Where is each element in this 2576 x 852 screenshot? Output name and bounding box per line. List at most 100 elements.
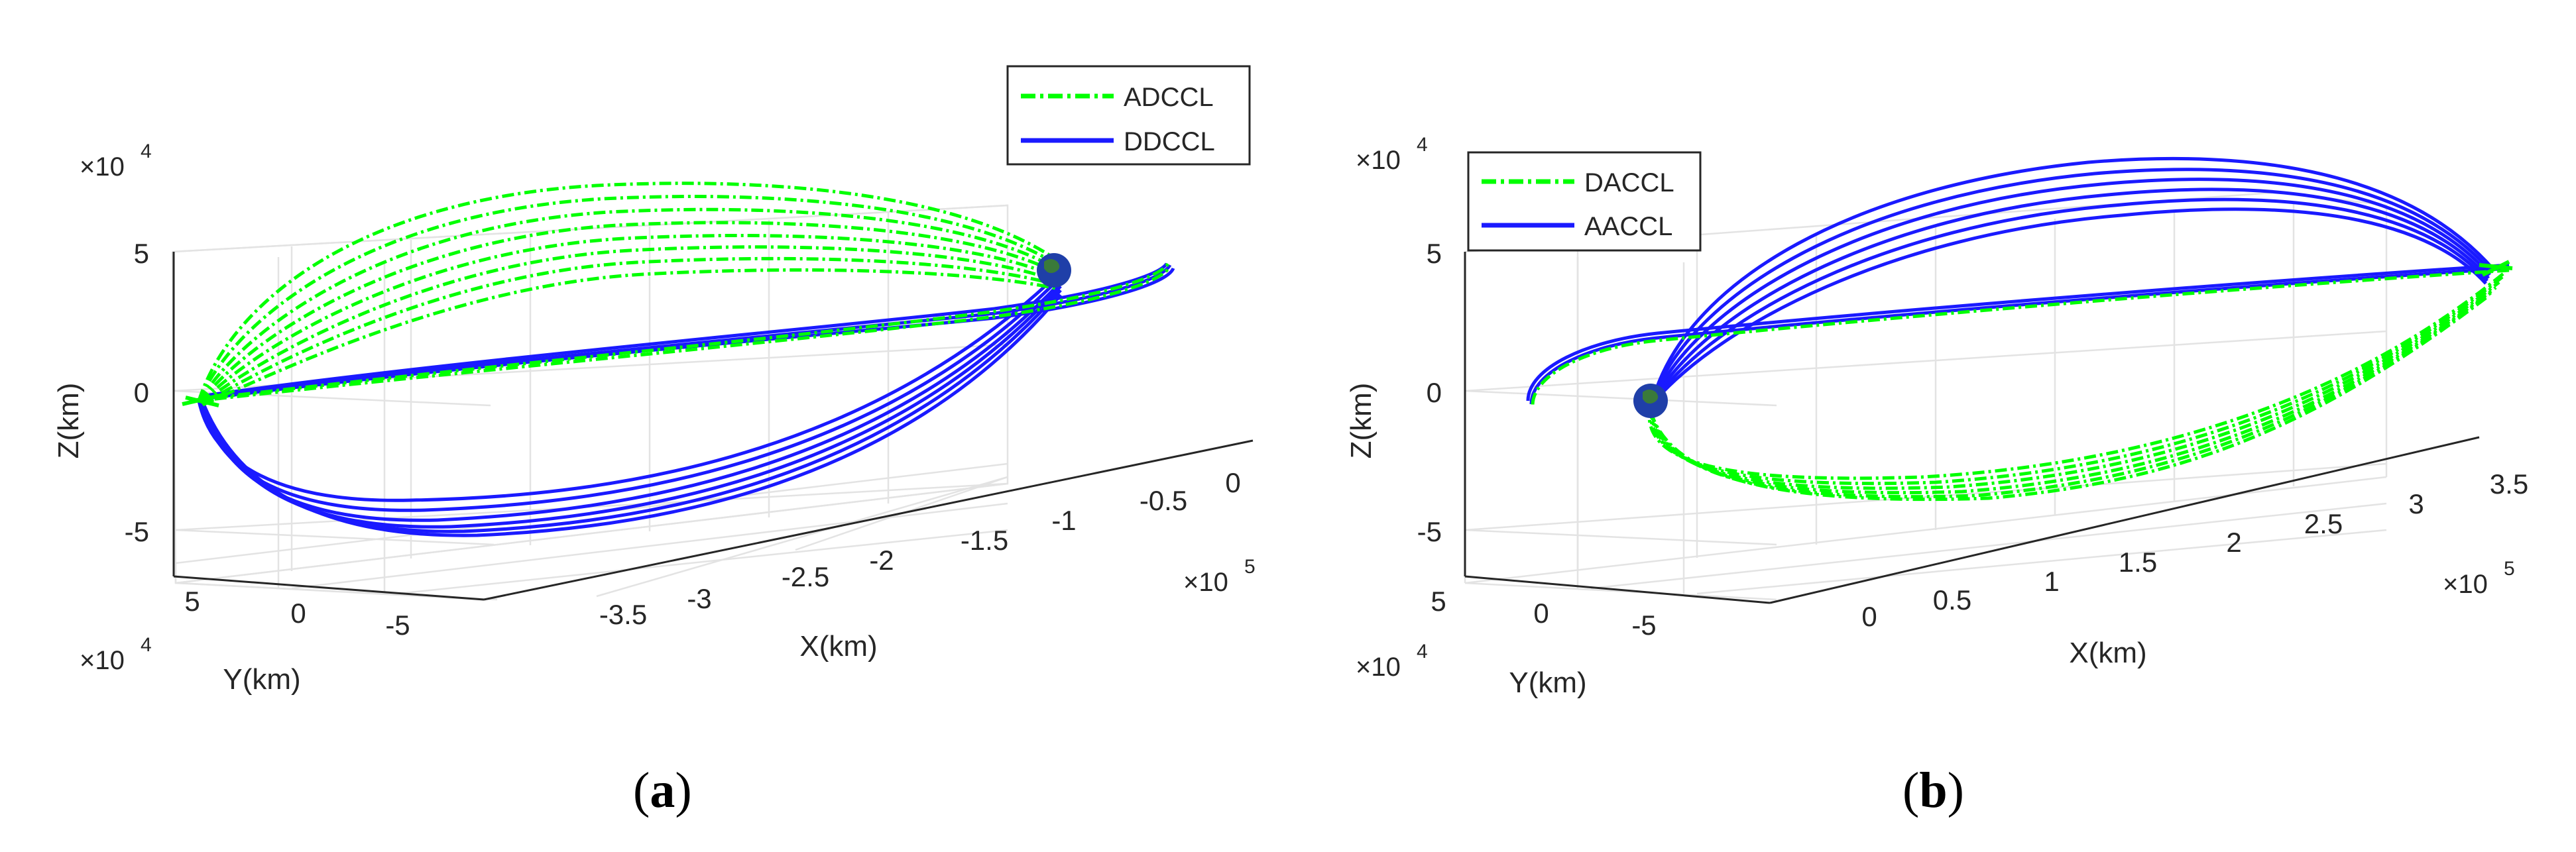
x-tick-label: 3.5 xyxy=(2490,468,2528,500)
daccl-loop-curve xyxy=(1647,270,2507,480)
panel-a-y-ticks: 5 0 -5 xyxy=(184,586,410,641)
aaccl-loop-curve xyxy=(1652,168,2492,397)
svg-text:4: 4 xyxy=(1417,641,1428,663)
panel-a-x-exponent: ×10 5 xyxy=(1183,556,1256,597)
aaccl-loop-curve xyxy=(1653,178,2491,398)
caption-open-paren: ( xyxy=(1903,763,1920,818)
x-tick-label: 2 xyxy=(2226,527,2241,558)
aaccl-flat-curve xyxy=(1529,266,2510,405)
panel-a-z-ticks: 5 0 -5 xyxy=(125,238,149,547)
ddccl-flat-curve xyxy=(200,262,1169,398)
x-tick-label: 1 xyxy=(2044,566,2059,597)
caption-letter: a xyxy=(650,763,675,818)
svg-text:5: 5 xyxy=(2504,558,2515,580)
y-tick-label: 5 xyxy=(1431,586,1446,617)
svg-text:5: 5 xyxy=(1244,556,1256,578)
daccl-loop-curve xyxy=(1649,286,2497,495)
adccl-loop-curve xyxy=(202,268,1056,407)
panel-a-y-axis-label: Y(km) xyxy=(223,663,300,696)
panel-a-z-axis-label: Z(km) xyxy=(52,383,85,459)
adccl-loop-curve xyxy=(197,182,1065,401)
x-tick-label: -3.5 xyxy=(599,599,647,630)
daccl-loop-curve xyxy=(1649,276,2504,486)
x-tick-label: 0 xyxy=(1225,467,1240,498)
x-tick-label: -2 xyxy=(869,545,894,576)
y-tick-label: -5 xyxy=(1631,610,1656,641)
adccl-loop-curve xyxy=(198,207,1063,403)
adccl-start-cluster xyxy=(185,396,219,407)
daccl-loop-curve xyxy=(1649,290,2494,499)
panel-b-y-exponent: ×10 4 xyxy=(1356,641,1428,682)
y-tick-label: 5 xyxy=(184,586,200,617)
y-tick-label: 0 xyxy=(1533,598,1549,629)
aaccl-flat-curve xyxy=(1526,263,2510,401)
panel-b-caption: (b) xyxy=(1903,762,1964,820)
caption-close-paren: ) xyxy=(1947,763,1964,818)
panel-b-x-ticks: 0 0.5 1 1.5 2 2.5 3 3.5 xyxy=(1861,468,2528,632)
aaccl-loop-curve xyxy=(1652,156,2494,397)
panel-b-earth-icon xyxy=(1633,384,1668,418)
x-tick-label: -1 xyxy=(1051,505,1076,536)
panel-b-x-axis-label: X(km) xyxy=(2069,637,2146,669)
panel-a-chart: ADCCL DDCCL 5 0 -5 ×10 4 Z(km) 5 0 -5 ×1… xyxy=(52,65,1256,696)
panel-a-legend: ADCCL DDCCL xyxy=(1006,65,1251,166)
z-tick-label: 0 xyxy=(134,377,149,408)
svg-text:×10: ×10 xyxy=(2443,570,2488,599)
z-tick-label: -5 xyxy=(125,516,149,547)
svg-text:×10: ×10 xyxy=(1183,568,1228,597)
caption-close-paren: ) xyxy=(675,763,692,818)
daccl-loop-curve xyxy=(1649,281,2500,490)
panel-a-x-ticks: -3.5 -3 -2.5 -2 -1.5 -1 -0.5 0 xyxy=(599,467,1241,630)
x-tick-label: 3 xyxy=(2408,488,2424,519)
caption-letter: b xyxy=(1919,763,1948,818)
svg-text:4: 4 xyxy=(141,634,152,656)
y-tick-label: 0 xyxy=(290,598,306,629)
adccl-loop-curve xyxy=(201,256,1057,406)
legend-ddccl-label: DDCCL xyxy=(1124,127,1215,156)
daccl-loop-curve xyxy=(1649,294,2490,502)
x-tick-label: -2.5 xyxy=(782,561,829,592)
panel-a-trajectories xyxy=(182,182,1175,537)
panel-b-y-axis-label: Y(km) xyxy=(1509,666,1586,699)
z-tick-label: -5 xyxy=(1417,516,1442,547)
x-tick-label: 2.5 xyxy=(2304,508,2343,539)
svg-text:×10: ×10 xyxy=(1356,146,1401,175)
panel-b-legend: DACCL AACCL xyxy=(1467,151,1702,252)
panel-b-axes xyxy=(1464,252,2480,604)
panel-a-earth-icon xyxy=(1037,253,1071,288)
legend-aaccl-label: AACCL xyxy=(1584,212,1672,241)
panel-a-grid xyxy=(171,204,1009,601)
x-tick-label: -1.5 xyxy=(961,525,1008,556)
panel-b-z-exponent: ×10 4 xyxy=(1356,134,1428,175)
panel-b-z-axis-label: Z(km) xyxy=(1345,383,1377,459)
panel-a-axes xyxy=(172,252,1254,601)
svg-text:×10: ×10 xyxy=(80,152,125,182)
panel-a-y-exponent: ×10 4 xyxy=(80,634,152,675)
z-tick-label: 0 xyxy=(1427,377,1442,408)
ddccl-loop-curve xyxy=(200,285,1062,529)
daccl-end-cluster xyxy=(2481,260,2510,277)
panel-b-trajectories xyxy=(1526,156,2513,502)
adccl-loop-curve xyxy=(199,221,1062,403)
z-tick-label: 5 xyxy=(134,238,149,269)
x-tick-label: 0.5 xyxy=(1933,584,1971,615)
panel-a-x-axis-label: X(km) xyxy=(799,630,877,663)
y-tick-label: -5 xyxy=(385,610,410,641)
panel-b-grid xyxy=(1464,191,2388,601)
adccl-start-cluster xyxy=(182,392,226,406)
panel-a-z-exponent: ×10 4 xyxy=(80,140,152,182)
x-tick-label: -3 xyxy=(687,583,711,614)
ddccl-flat-curve xyxy=(198,264,1172,399)
x-tick-label: 1.5 xyxy=(2119,547,2157,578)
legend-daccl-label: DACCL xyxy=(1584,168,1674,197)
adccl-flat-curve xyxy=(192,265,1172,403)
panel-b-x-exponent: ×10 5 xyxy=(2443,558,2515,599)
aaccl-loop-curve xyxy=(1653,187,2490,399)
panel-b-y-ticks: 5 0 -5 xyxy=(1431,586,1656,641)
adccl-loop-curve xyxy=(200,233,1061,404)
svg-text:4: 4 xyxy=(141,140,152,162)
panel-b-chart: DACCL AACCL 5 0 -5 ×10 4 Z(km) 5 0 -5 ×1… xyxy=(1345,134,2528,699)
svg-text:×10: ×10 xyxy=(1356,653,1401,682)
caption-open-paren: ( xyxy=(633,763,650,818)
ddccl-loop-curve xyxy=(202,293,1062,537)
